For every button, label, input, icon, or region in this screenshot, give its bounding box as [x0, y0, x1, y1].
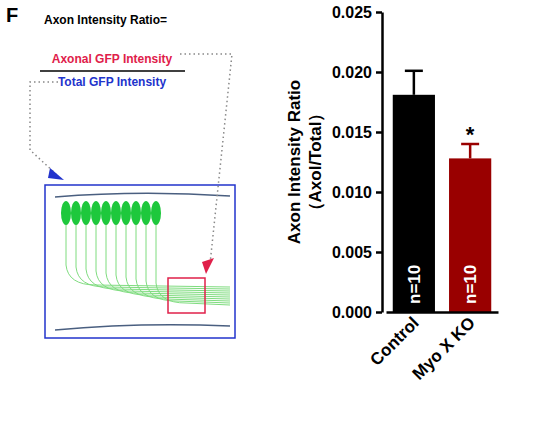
significance-mark: * — [466, 122, 475, 147]
connector-blue — [30, 82, 58, 174]
axon — [136, 222, 230, 301]
y-tick-label: 0.020 — [332, 64, 372, 81]
axon — [116, 222, 230, 297]
formula-denominator: Total GFP Intensity — [58, 75, 167, 89]
y-tick-label: 0.005 — [332, 244, 372, 261]
y-tick-mark — [376, 251, 382, 254]
formula-title: Axon Intensity Ratio= — [44, 13, 167, 27]
cell — [61, 201, 71, 225]
y-tick: 0.010 — [332, 184, 382, 201]
x-tick-label: Myo X KO — [409, 313, 479, 383]
y-tick: 0.020 — [332, 64, 382, 81]
y-tick-mark — [376, 11, 382, 14]
y-tick-mark — [376, 311, 382, 314]
x-axis-line — [387, 311, 499, 314]
fraction-bar — [40, 70, 185, 72]
cell — [121, 201, 131, 225]
x-tick-label: Control — [367, 313, 423, 369]
y-tick-label: 0.025 — [332, 4, 372, 21]
axon — [126, 222, 230, 299]
x-tick: Myo X KO — [409, 313, 479, 383]
panel-label: F — [6, 4, 18, 26]
y-tick-label: 0.010 — [332, 184, 372, 201]
cell — [71, 201, 81, 225]
arrow-blue — [48, 168, 64, 180]
y-tick: 0.015 — [332, 124, 382, 141]
cell — [111, 201, 121, 225]
y-tick: 0.005 — [332, 244, 382, 261]
y-axis-title-line: （Axol/Total） — [306, 105, 325, 220]
axon — [156, 222, 230, 305]
axon — [76, 222, 230, 289]
cell — [91, 201, 101, 225]
cell — [101, 201, 111, 225]
y-tick-mark — [376, 71, 382, 74]
bar — [449, 158, 491, 312]
tissue-top — [55, 193, 230, 197]
x-tick: Control — [367, 313, 423, 369]
n-label: n=10 — [405, 265, 424, 304]
arrow-red — [202, 258, 214, 274]
y-tick-mark — [376, 191, 382, 194]
tissue-bottom — [55, 325, 230, 330]
y-tick: 0.025 — [332, 4, 382, 21]
figure: F Axon Intensity Ratio= Axonal GFP Intensi… — [0, 0, 541, 422]
y-axis-title: Axon Intensity Ratio（Axol/Total） — [285, 80, 325, 244]
cell — [81, 201, 91, 225]
connector-red — [180, 54, 232, 264]
n-label: n=10 — [461, 265, 480, 304]
y-tick: 0.000 — [332, 304, 382, 321]
cell — [141, 201, 151, 225]
error-bar — [413, 71, 416, 95]
axon-roi — [168, 278, 205, 313]
y-axis: 0.000 0.005 0.010 0.015 0.020 0.025 — [332, 4, 383, 321]
y-axis-title-line: Axon Intensity Ratio — [285, 80, 304, 244]
schematic: F Axon Intensity Ratio= Axonal GFP Intensi… — [6, 4, 235, 338]
cell — [151, 201, 161, 225]
y-tick-label: 0.000 — [332, 304, 372, 321]
y-axis-line — [381, 13, 384, 313]
plot-area — [393, 71, 491, 312]
bar — [393, 95, 435, 312]
x-axis: ControlMyo X KO — [367, 313, 499, 384]
error-cap — [405, 70, 423, 73]
y-tick-label: 0.015 — [332, 124, 372, 141]
cell — [131, 201, 141, 225]
schematic-box — [45, 185, 235, 338]
y-tick-mark — [376, 131, 382, 134]
formula-numerator: Axonal GFP Intensity — [52, 52, 173, 66]
